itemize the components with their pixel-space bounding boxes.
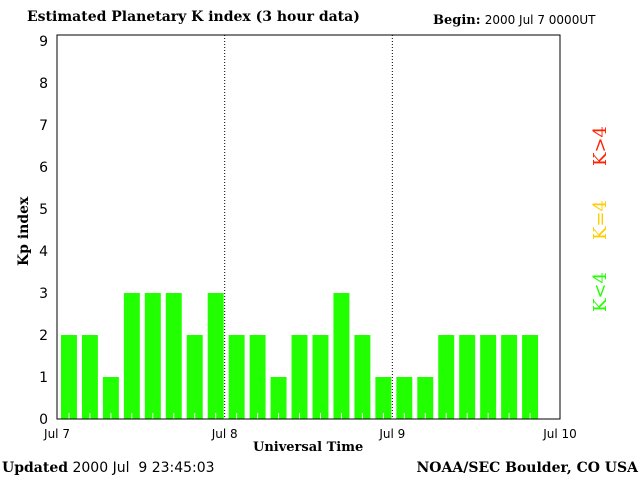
bar (375, 377, 392, 419)
bar (480, 335, 497, 419)
y-tick-label: 4 (39, 244, 48, 260)
x-tick-label: Jul 9 (378, 427, 405, 441)
updated-label: Updated (2, 460, 69, 476)
begin-info: Begin: 2000 Jul 7 0000UT (433, 13, 595, 28)
bar (186, 335, 203, 419)
bar (417, 377, 434, 419)
updated-info: Updated 2000 Jul 9 23:45:03 (2, 460, 215, 476)
y-tick-label: 9 (39, 34, 48, 50)
bar (333, 293, 350, 419)
plot-frame (56, 34, 561, 420)
bar (312, 335, 329, 419)
y-tick-label: 8 (39, 76, 48, 92)
y-axis-label: Kp index (16, 196, 32, 266)
bar (459, 335, 476, 419)
legend-k-greater-4: K>4 (590, 126, 611, 166)
bar (165, 293, 182, 419)
x-axis-label: Universal Time (253, 440, 364, 455)
bar (102, 377, 119, 419)
bar (522, 335, 539, 419)
bar (249, 335, 266, 419)
legend-k-less-4: K<4 (590, 272, 611, 312)
legend-k-equal-4: K=4 (590, 200, 611, 240)
x-tick-label: Jul 8 (211, 427, 238, 441)
bar (396, 377, 413, 419)
bar (144, 293, 161, 419)
y-tick-label: 1 (39, 370, 48, 386)
begin-label: Begin: (433, 13, 481, 28)
y-tick-label: 2 (39, 328, 48, 344)
x-tick-label: Jul 10 (542, 427, 577, 441)
y-tick-label: 5 (39, 202, 48, 218)
bar (438, 335, 455, 419)
y-tick-label: 6 (39, 160, 48, 176)
bar (291, 335, 308, 419)
begin-value: 2000 Jul 7 0000UT (484, 13, 596, 27)
x-tick-label: Jul 7 (43, 427, 70, 441)
bar (81, 335, 98, 419)
bar (501, 335, 518, 419)
bar (228, 335, 245, 419)
y-tick-label: 3 (39, 286, 48, 302)
source-credit: NOAA/SEC Boulder, CO USA (416, 460, 639, 476)
bar (123, 293, 140, 419)
bar (61, 335, 77, 419)
bar (270, 377, 287, 419)
y-tick-label: 7 (39, 118, 48, 134)
bar (354, 335, 371, 419)
y-tick-label: 0 (39, 412, 48, 428)
updated-value: 2000 Jul 9 23:45:03 (72, 460, 215, 476)
chart-title: Estimated Planetary K index (3 hour data… (27, 9, 360, 25)
bar (207, 293, 224, 419)
